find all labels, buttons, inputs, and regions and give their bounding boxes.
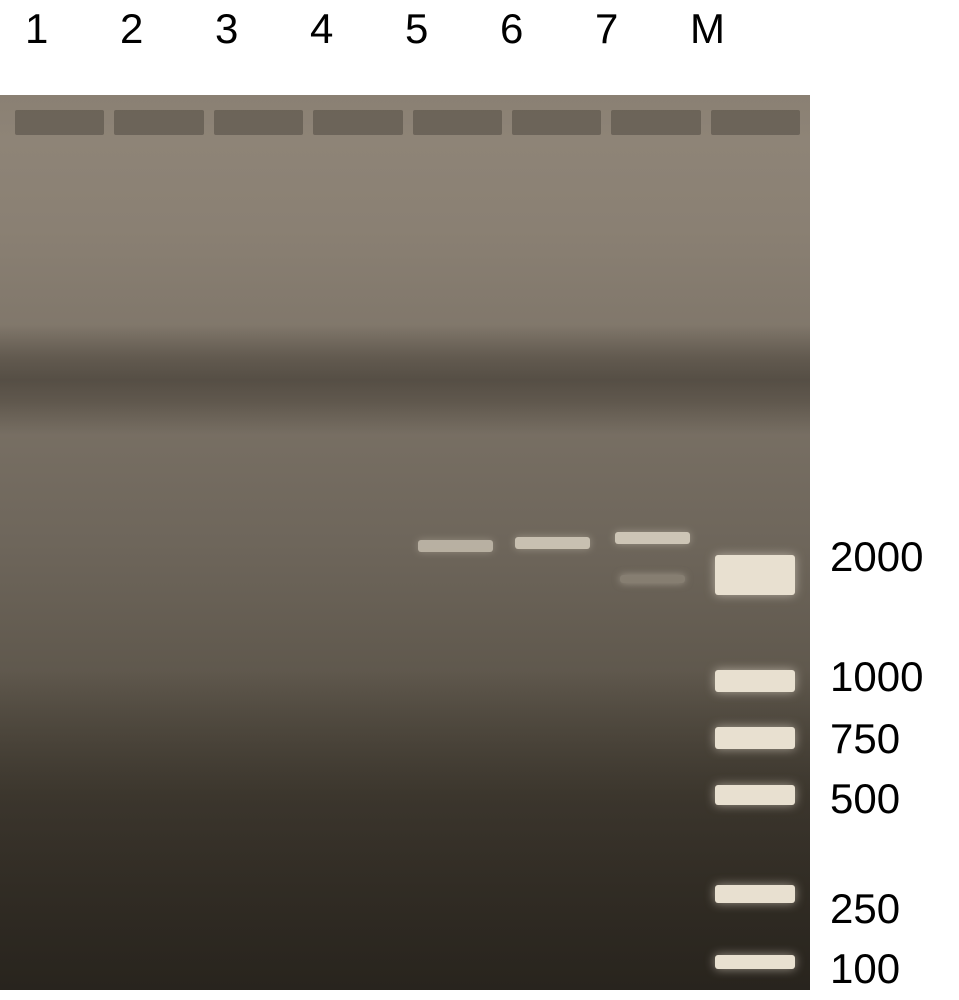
ladder-band-250 — [715, 885, 795, 903]
ladder-band-2000 — [715, 555, 795, 595]
lane-label-5: 5 — [405, 5, 500, 53]
lane-label-4: 4 — [310, 5, 405, 53]
size-label-750: 750 — [830, 715, 900, 763]
sample-band-lane-5 — [418, 540, 493, 552]
well — [15, 110, 104, 135]
gel-wells — [0, 110, 810, 140]
ladder-band-100 — [715, 955, 795, 969]
ladder-band-1000 — [715, 670, 795, 692]
lane-label-1: 1 — [25, 5, 120, 53]
sample-band-lane-6 — [515, 537, 590, 549]
well — [313, 110, 402, 135]
well — [611, 110, 700, 135]
gel-dark-zone — [0, 325, 810, 435]
well — [711, 110, 800, 135]
well — [413, 110, 502, 135]
ladder-band-500 — [715, 785, 795, 805]
lane-label-3: 3 — [215, 5, 310, 53]
size-label-250: 250 — [830, 885, 900, 933]
size-label-1000: 1000 — [830, 653, 923, 701]
size-label-500: 500 — [830, 775, 900, 823]
well — [214, 110, 303, 135]
lane-label-2: 2 — [120, 5, 215, 53]
sample-band-lane-7 — [615, 532, 690, 544]
well — [114, 110, 203, 135]
gel-image — [0, 95, 810, 990]
well — [512, 110, 601, 135]
size-label-2000: 2000 — [830, 533, 923, 581]
gel-bottom-dark — [0, 670, 810, 990]
lane-label-marker: M — [690, 5, 750, 53]
lane-label-7: 7 — [595, 5, 690, 53]
size-label-100: 100 — [830, 945, 900, 993]
ladder-band-750 — [715, 727, 795, 749]
faint-band-lane-7 — [620, 575, 685, 583]
lane-labels-row: 1 2 3 4 5 6 7 M — [25, 5, 750, 53]
lane-label-6: 6 — [500, 5, 595, 53]
